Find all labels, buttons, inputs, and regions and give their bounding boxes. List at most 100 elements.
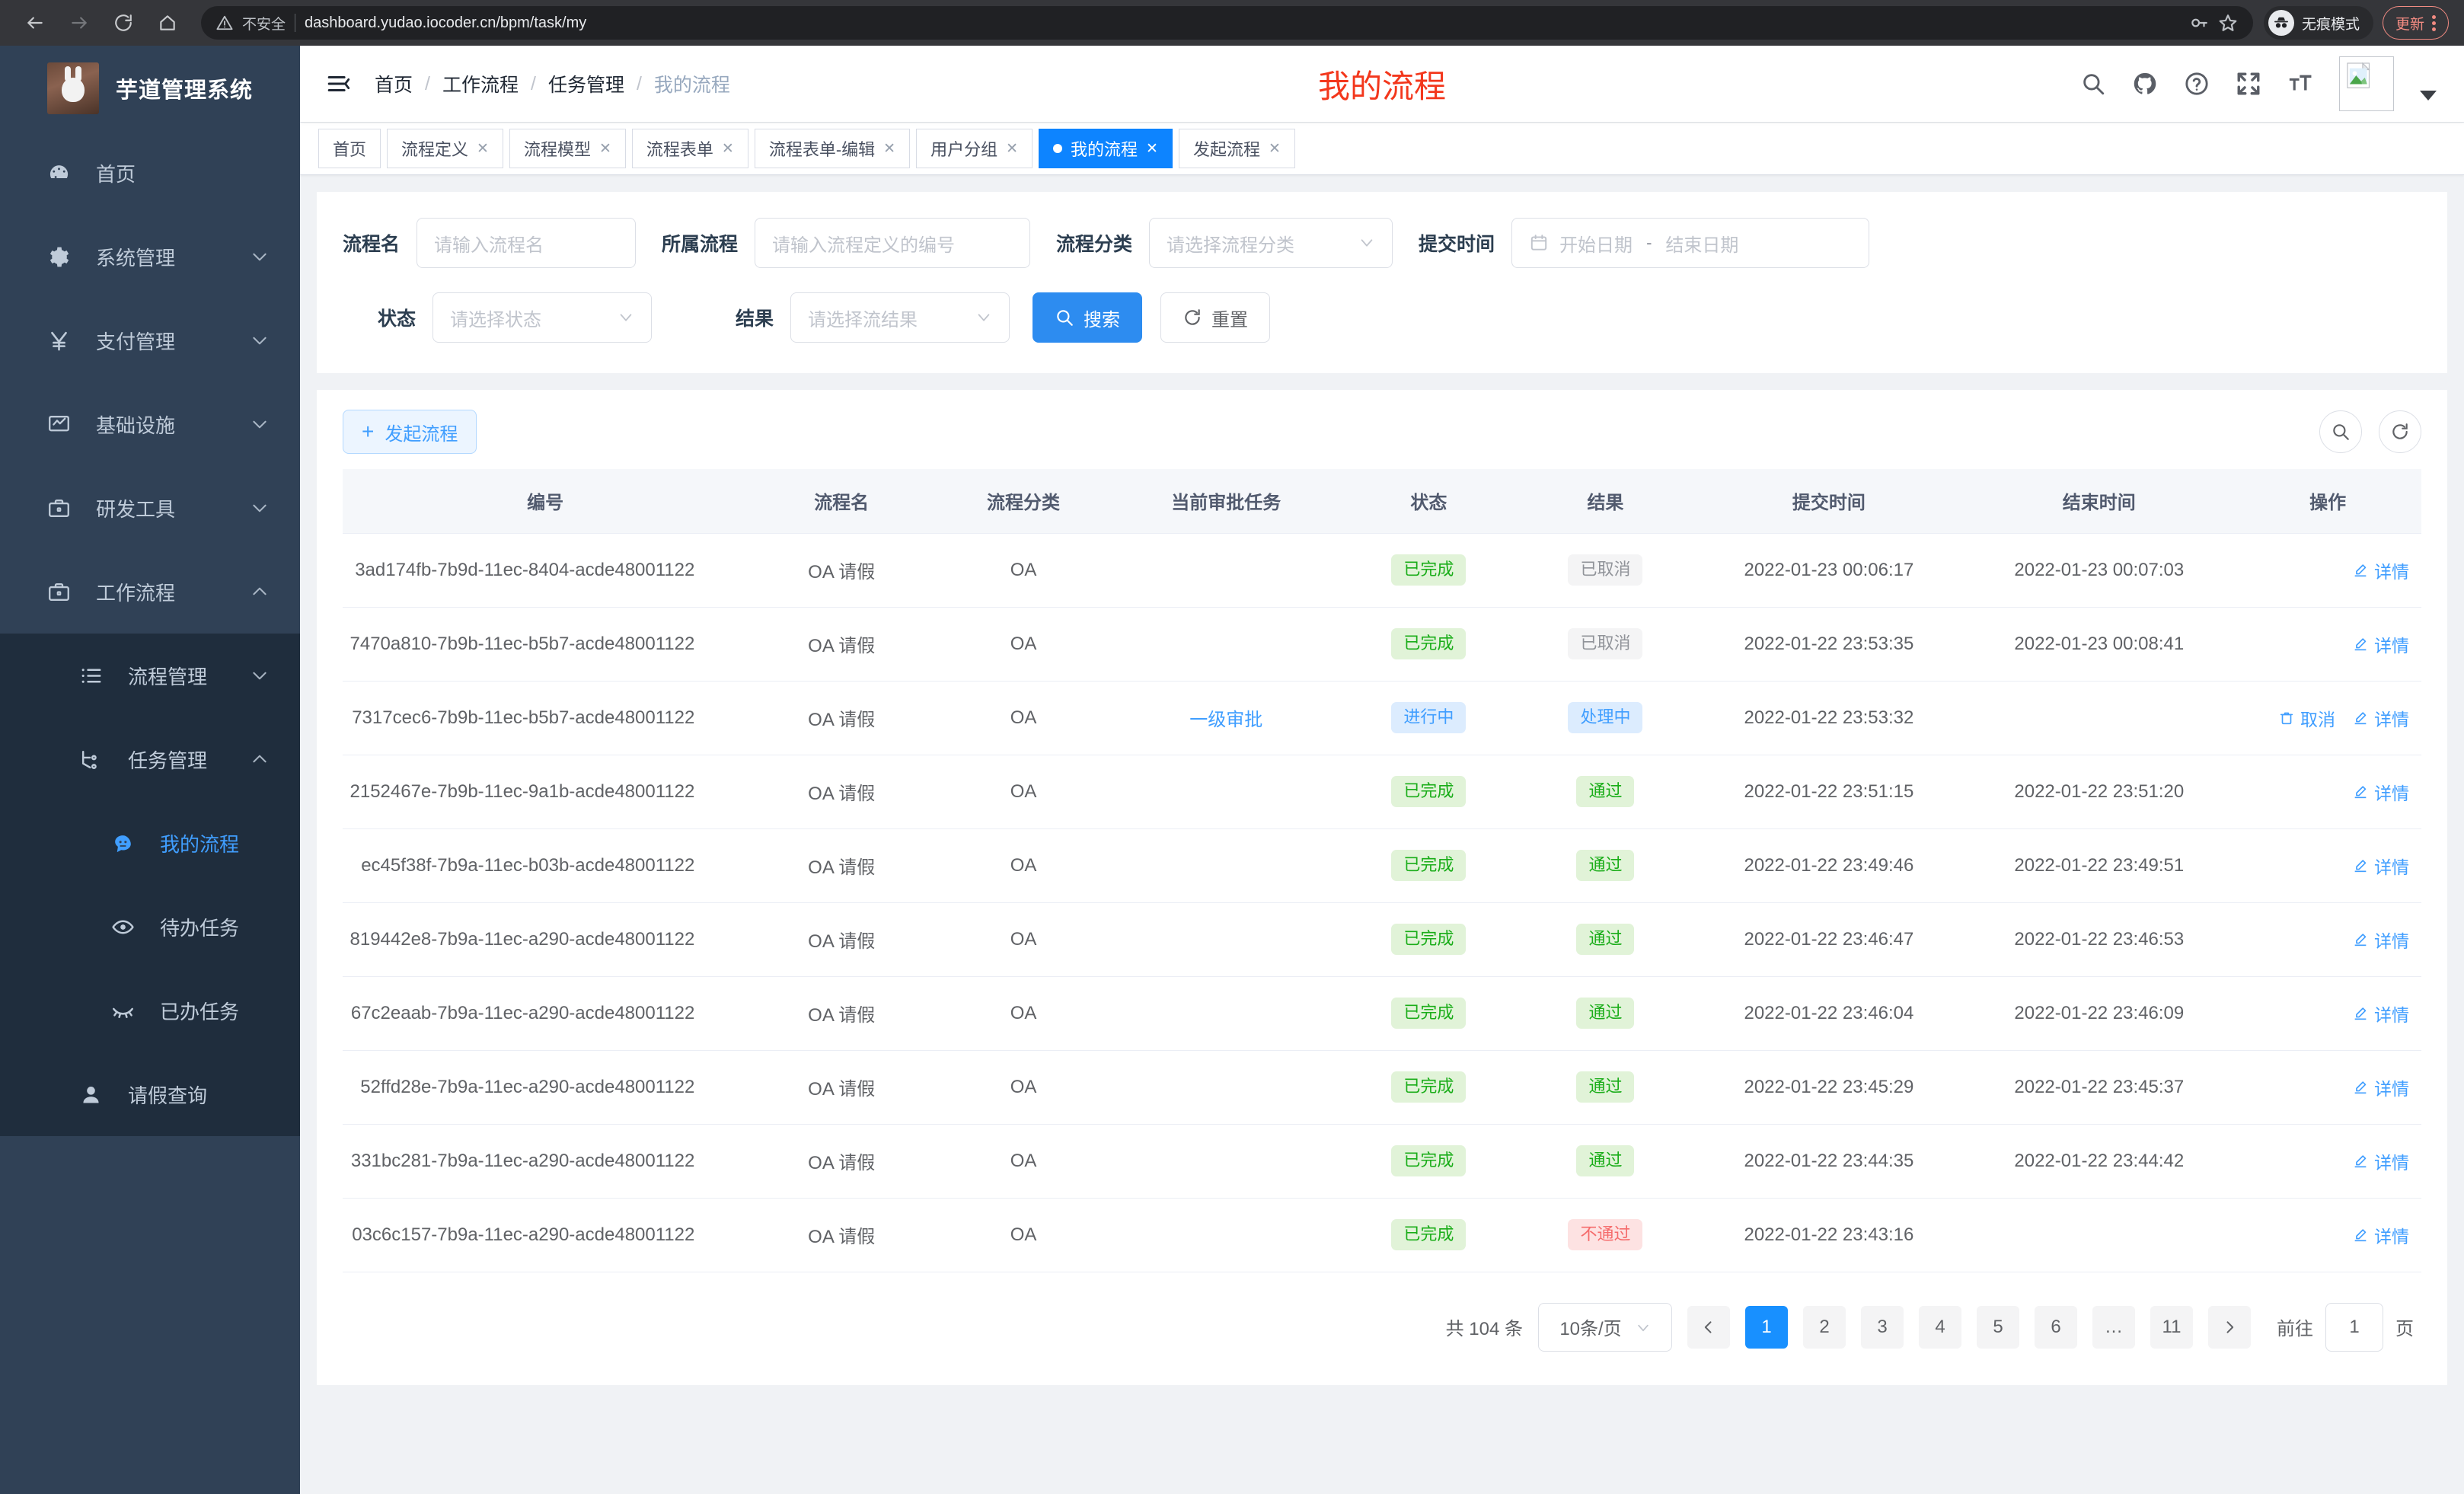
process-name-input[interactable]: 请输入流程名 (417, 218, 637, 268)
avatar[interactable] (2339, 56, 2394, 111)
status-select[interactable]: 请选择状态 (432, 292, 652, 343)
reset-button[interactable]: 重置 (1160, 292, 1271, 343)
breadcrumb-item-1[interactable]: 工作流程 (442, 75, 519, 96)
update-button[interactable]: 更新 (2382, 6, 2449, 40)
page-button-3[interactable]: 3 (1861, 1305, 1904, 1349)
address-bar[interactable]: 不安全 dashboard.yudao.iocoder.cn/bpm/task/… (201, 6, 2253, 40)
action-detail[interactable]: 详情 (2352, 1074, 2409, 1100)
github-icon[interactable] (2132, 71, 2158, 97)
tab-close-icon[interactable]: ✕ (721, 140, 734, 157)
table-row[interactable]: 03c6c157-7b9a-11ec-a290-acde48001122 OA 请… (343, 1198, 2421, 1272)
sidebar-item-6[interactable]: 流程管理 (0, 634, 300, 717)
page-button-6[interactable]: 6 (2035, 1305, 2077, 1349)
password-key-icon[interactable] (2189, 13, 2209, 33)
action-detail[interactable]: 详情 (2352, 557, 2409, 583)
table-row[interactable]: 331bc281-7b9a-11ec-a290-acde48001122 OA 请… (343, 1124, 2421, 1199)
sidebar-item-3[interactable]: 基础设施 (0, 382, 300, 466)
page-button-5[interactable]: 5 (1977, 1305, 2019, 1349)
tab-close-icon[interactable]: ✕ (598, 140, 611, 157)
sidebar-item-11[interactable]: 请假查询 (0, 1052, 300, 1136)
goto-page-input[interactable]: 1 (2325, 1302, 2383, 1352)
search-icon[interactable] (2080, 71, 2106, 97)
sidebar-item-7[interactable]: 任务管理 (0, 717, 300, 801)
search-button[interactable]: 搜索 (1033, 292, 1143, 343)
prev-page-button[interactable] (1687, 1305, 1730, 1349)
table-row[interactable]: 67c2eaab-7b9a-11ec-a290-acde48001122 OA 请… (343, 976, 2421, 1051)
action-detail[interactable]: 详情 (2352, 927, 2409, 953)
tab-0[interactable]: 首页 (318, 129, 381, 168)
page-ellipsis[interactable]: … (2092, 1305, 2135, 1349)
reload-button[interactable] (104, 3, 143, 43)
action-detail[interactable]: 详情 (2352, 1222, 2409, 1248)
tab-3[interactable]: 流程表单 ✕ (631, 129, 748, 168)
sidebar-item-1[interactable]: 系统管理 (0, 215, 300, 298)
tab-4[interactable]: 流程表单-编辑 ✕ (754, 129, 911, 168)
page-button-11[interactable]: 11 (2150, 1305, 2193, 1349)
result-badge: 处理中 (1568, 702, 1643, 733)
process-category-select[interactable]: 请选择流程分类 (1149, 218, 1393, 268)
action-detail[interactable]: 详情 (2352, 1001, 2409, 1026)
cell-current-task: 一级审批 (1112, 681, 1341, 755)
sidebar-item-0[interactable]: 首页 (0, 131, 300, 215)
back-button[interactable] (15, 3, 55, 43)
action-detail[interactable]: 详情 (2352, 1148, 2409, 1174)
sidebar-item-4[interactable]: 研发工具 (0, 466, 300, 550)
sidebar-item-8[interactable]: 我的流程 (0, 801, 300, 885)
incognito-indicator[interactable]: 无痕模式 (2263, 6, 2373, 40)
sidebar-item-5[interactable]: 工作流程 (0, 550, 300, 634)
sidebar-toggle-icon[interactable] (326, 71, 352, 97)
page-size-select[interactable]: 10条/页 (1538, 1302, 1672, 1352)
sidebar-item-9[interactable]: 待办任务 (0, 885, 300, 969)
tab-close-icon[interactable]: ✕ (1146, 140, 1158, 157)
chevron-down-icon[interactable] (2420, 91, 2437, 101)
current-task-link[interactable]: 一级审批 (1189, 710, 1263, 730)
tab-7[interactable]: 发起流程 ✕ (1178, 129, 1295, 168)
page-button-4[interactable]: 4 (1919, 1305, 1961, 1349)
tab-5[interactable]: 用户分组 ✕ (916, 129, 1033, 168)
chevron-down-icon (618, 309, 634, 326)
table-row[interactable]: 3ad174fb-7b9d-11ec-8404-acde48001122 OA 请… (343, 533, 2421, 608)
chrome-menu-icon[interactable] (2427, 14, 2440, 31)
forward-button[interactable] (59, 3, 99, 43)
table-row[interactable]: 2152467e-7b9b-11ec-9a1b-acde48001122 OA 请… (343, 755, 2421, 829)
tab-2[interactable]: 流程模型 ✕ (509, 129, 626, 168)
font-size-icon[interactable] (2287, 71, 2313, 97)
sidebar-item-2[interactable]: 支付管理 (0, 298, 300, 382)
page-button-1[interactable]: 1 (1745, 1305, 1788, 1349)
filter-process-category: 流程分类 请选择流程分类 (1056, 218, 1393, 268)
action-detail[interactable]: 详情 (2352, 705, 2409, 731)
table-refresh-icon[interactable] (2379, 410, 2421, 453)
chevron-down-icon (250, 498, 270, 518)
result-select[interactable]: 请选择流结果 (790, 292, 1010, 343)
tab-close-icon[interactable]: ✕ (883, 140, 896, 157)
action-cancel[interactable]: 取消 (2278, 705, 2335, 731)
breadcrumb-item-2[interactable]: 任务管理 (547, 75, 624, 96)
bookmark-star-icon[interactable] (2218, 13, 2238, 33)
table-row[interactable]: 7317cec6-7b9b-11ec-b5b7-acde48001122 OA 请… (343, 681, 2421, 755)
submit-time-range-picker[interactable]: 开始日期 - 结束日期 (1511, 218, 1870, 268)
tab-1[interactable]: 流程定义 ✕ (387, 129, 503, 168)
fullscreen-icon[interactable] (2236, 71, 2261, 97)
tab-close-icon[interactable]: ✕ (1006, 140, 1019, 157)
create-process-button[interactable]: + 发起流程 (343, 410, 477, 454)
page-button-2[interactable]: 2 (1803, 1305, 1846, 1349)
breadcrumb-item-0[interactable]: 首页 (375, 75, 413, 96)
cell-result: 通过 (1517, 1050, 1694, 1125)
process-definition-input[interactable]: 请输入流程定义的编号 (755, 218, 1031, 268)
table-row[interactable]: ec45f38f-7b9a-11ec-b03b-acde48001122 OA 请… (343, 828, 2421, 903)
table-row[interactable]: 819442e8-7b9a-11ec-a290-acde48001122 OA 请… (343, 902, 2421, 977)
table-search-toggle-icon[interactable] (2319, 410, 2362, 453)
tab-close-icon[interactable]: ✕ (1268, 140, 1281, 157)
next-page-button[interactable] (2208, 1305, 2251, 1349)
action-detail[interactable]: 详情 (2352, 853, 2409, 879)
action-detail[interactable]: 详情 (2352, 631, 2409, 657)
brand[interactable]: 芋道管理系统 (0, 46, 300, 131)
table-row[interactable]: 7470a810-7b9b-11ec-b5b7-acde48001122 OA 请… (343, 607, 2421, 682)
table-row[interactable]: 52ffd28e-7b9a-11ec-a290-acde48001122 OA 请… (343, 1050, 2421, 1125)
home-button[interactable] (148, 3, 187, 43)
action-detail[interactable]: 详情 (2352, 779, 2409, 805)
sidebar-item-10[interactable]: 已办任务 (0, 969, 300, 1052)
tab-close-icon[interactable]: ✕ (477, 140, 489, 157)
tab-6[interactable]: 我的流程 ✕ (1039, 129, 1173, 168)
help-icon[interactable] (2184, 71, 2210, 97)
